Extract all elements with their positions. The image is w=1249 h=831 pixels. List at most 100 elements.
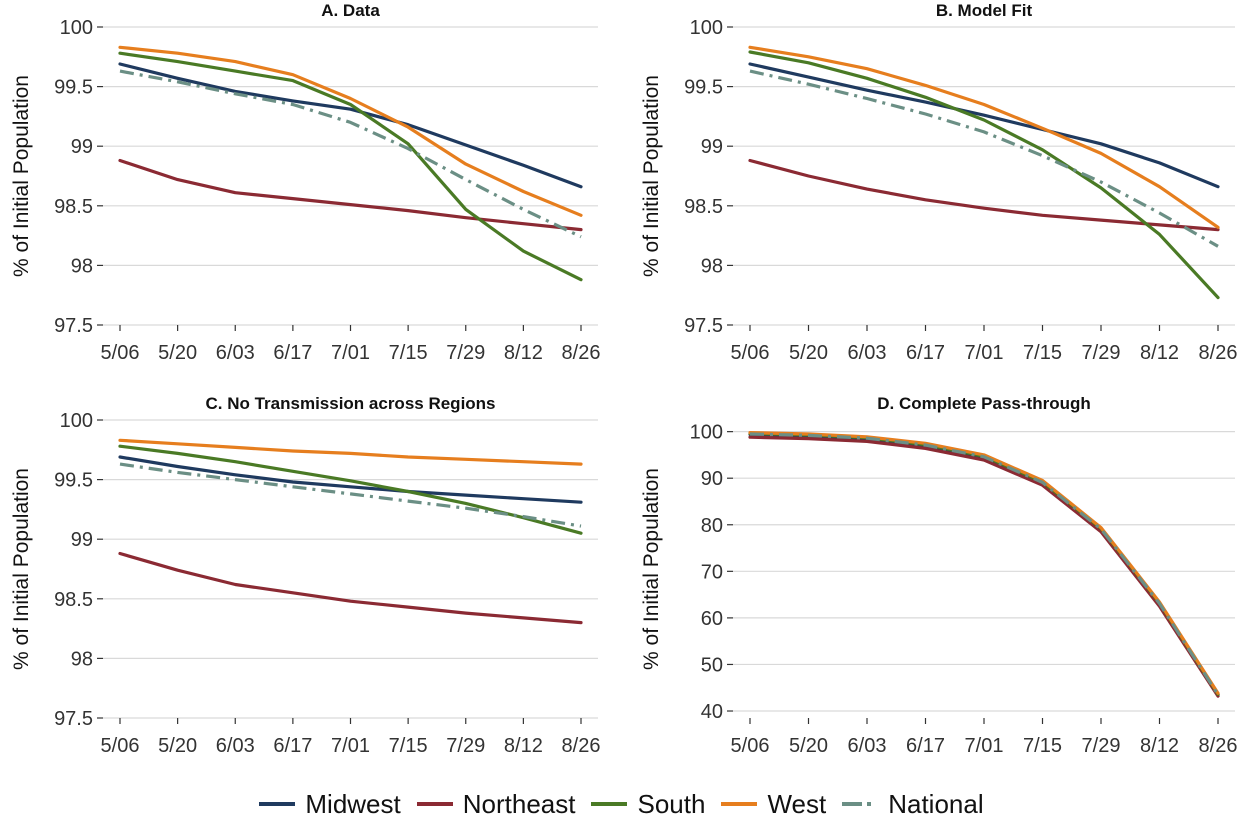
- legend-label: Northeast: [462, 788, 576, 819]
- y-tick-label: 97.5: [684, 315, 723, 337]
- y-tick-label: 98.5: [54, 196, 93, 218]
- legend-item-south: South: [591, 789, 705, 820]
- x-tick-label: 6/17: [273, 735, 312, 757]
- series-line-northeast: [748, 158, 1220, 232]
- y-axis-label: % of Initial Population: [10, 468, 33, 670]
- panel-title: D. Complete Pass-through: [877, 394, 1090, 413]
- y-tick-label: 99.5: [684, 77, 723, 99]
- x-tick-label: 8/12: [504, 735, 543, 757]
- y-tick-label: 98: [701, 255, 723, 277]
- y-tick-label: 99: [71, 136, 93, 158]
- y-tick-label: 40: [701, 701, 723, 723]
- series-line-northeast: [118, 158, 583, 232]
- series-line-south: [118, 51, 583, 282]
- x-tick-label: 8/26: [1199, 735, 1238, 757]
- x-tick-label: 7/15: [1023, 342, 1062, 364]
- y-axis-label: % of Initial Population: [640, 468, 663, 670]
- series-line-south: [748, 431, 1220, 696]
- panel-3: 97.5 98 98.5 99 99.5 100 5/06 5/20 6/03 6/17 7/01 7…: [10, 394, 600, 757]
- y-tick-label: 100: [60, 410, 93, 432]
- y-tick-label: 97.5: [54, 315, 93, 337]
- series-line-west: [748, 45, 1220, 229]
- panel-1: 97.5 98 98.5 99 99.5 100 5/06 5/20 6/03 6/17 7/01 7…: [10, 1, 600, 364]
- x-tick-label: 8/12: [1140, 735, 1179, 757]
- y-tick-label: 90: [701, 468, 723, 490]
- series-line-northeast: [118, 551, 583, 625]
- x-tick-label: 6/17: [906, 342, 945, 364]
- x-tick-label: 6/17: [273, 342, 312, 364]
- series-line-south: [118, 444, 583, 535]
- legend: Midwest Northeast South West National: [0, 784, 1249, 824]
- x-tick-label: 8/12: [504, 342, 543, 364]
- series-line-national: [749, 69, 1219, 248]
- x-tick-label: 7/15: [389, 735, 428, 757]
- x-tick-label: 7/01: [331, 735, 370, 757]
- x-tick-label: 5/06: [101, 735, 140, 757]
- x-tick-label: 8/26: [562, 735, 601, 757]
- y-tick-label: 80: [701, 515, 723, 537]
- panel-2: 97.5 98 98.5 99 99.5 100 5/06 5/20 6/03 6/17 7/01 7…: [640, 1, 1237, 364]
- x-tick-label: 6/17: [906, 735, 945, 757]
- x-tick-label: 5/20: [158, 342, 197, 364]
- series-line-northeast: [748, 435, 1220, 698]
- series-line-midwest: [748, 432, 1220, 697]
- series-line-midwest: [748, 62, 1220, 189]
- x-tick-label: 7/01: [965, 735, 1004, 757]
- x-tick-label: 7/29: [446, 735, 485, 757]
- series-line-national: [749, 432, 1220, 696]
- legend-item-national: National: [842, 788, 984, 820]
- x-tick-label: 6/03: [216, 342, 255, 364]
- series-line-south: [748, 50, 1220, 300]
- x-tick-label: 5/20: [789, 342, 828, 364]
- legend-label: Midwest: [305, 788, 401, 819]
- y-tick-label: 99: [71, 529, 93, 551]
- x-tick-label: 5/20: [789, 735, 828, 757]
- legend-swatch: [591, 802, 628, 806]
- panel-title: A. Data: [321, 1, 380, 20]
- y-tick-label: 99.5: [54, 470, 93, 492]
- y-tick-label: 50: [701, 654, 723, 676]
- series-line-national: [119, 462, 582, 528]
- x-tick-label: 6/03: [848, 342, 887, 364]
- series-line-west: [118, 45, 583, 217]
- legend-label: South: [637, 788, 706, 819]
- y-tick-label: 100: [690, 17, 723, 39]
- legend-item-northeast: Northeast: [416, 788, 576, 820]
- y-tick-label: 98.5: [54, 589, 93, 611]
- series-line-west: [118, 438, 583, 466]
- legend-swatch: [842, 802, 879, 806]
- legend-swatch: [259, 802, 296, 806]
- x-tick-label: 8/26: [1199, 342, 1238, 364]
- x-tick-label: 7/01: [965, 342, 1004, 364]
- panel-title: B. Model Fit: [936, 1, 1033, 20]
- legend-swatch: [416, 802, 453, 806]
- x-tick-label: 5/06: [731, 342, 770, 364]
- y-tick-label: 98: [71, 255, 93, 277]
- y-tick-label: 100: [690, 422, 723, 444]
- x-tick-label: 7/01: [331, 342, 370, 364]
- x-tick-label: 7/15: [389, 342, 428, 364]
- y-tick-label: 70: [701, 561, 723, 583]
- legend-item-west: West: [721, 789, 826, 820]
- series-line-midwest: [118, 62, 583, 189]
- panel-title: C. No Transmission across Regions: [205, 394, 495, 413]
- x-tick-label: 7/29: [1082, 735, 1121, 757]
- legend-label: West: [767, 788, 827, 819]
- x-tick-label: 6/03: [848, 735, 887, 757]
- x-tick-label: 5/06: [731, 735, 770, 757]
- panel-4: 40 50 60 70 80 90 100 5/06 5/20 6/03 6/17 7/01 7/15 7…: [640, 394, 1237, 757]
- x-tick-label: 5/20: [158, 735, 197, 757]
- x-tick-label: 7/15: [1023, 735, 1062, 757]
- y-tick-label: 99: [701, 136, 723, 158]
- y-tick-label: 60: [701, 608, 723, 630]
- x-tick-label: 8/26: [562, 342, 601, 364]
- y-tick-label: 98.5: [684, 196, 723, 218]
- legend-label: National: [888, 788, 984, 819]
- legend-swatch: [721, 802, 758, 806]
- x-tick-label: 6/03: [216, 735, 255, 757]
- x-tick-label: 7/29: [446, 342, 485, 364]
- y-axis-label: % of Initial Population: [640, 75, 663, 277]
- series-line-national: [119, 69, 582, 239]
- x-tick-label: 5/06: [101, 342, 140, 364]
